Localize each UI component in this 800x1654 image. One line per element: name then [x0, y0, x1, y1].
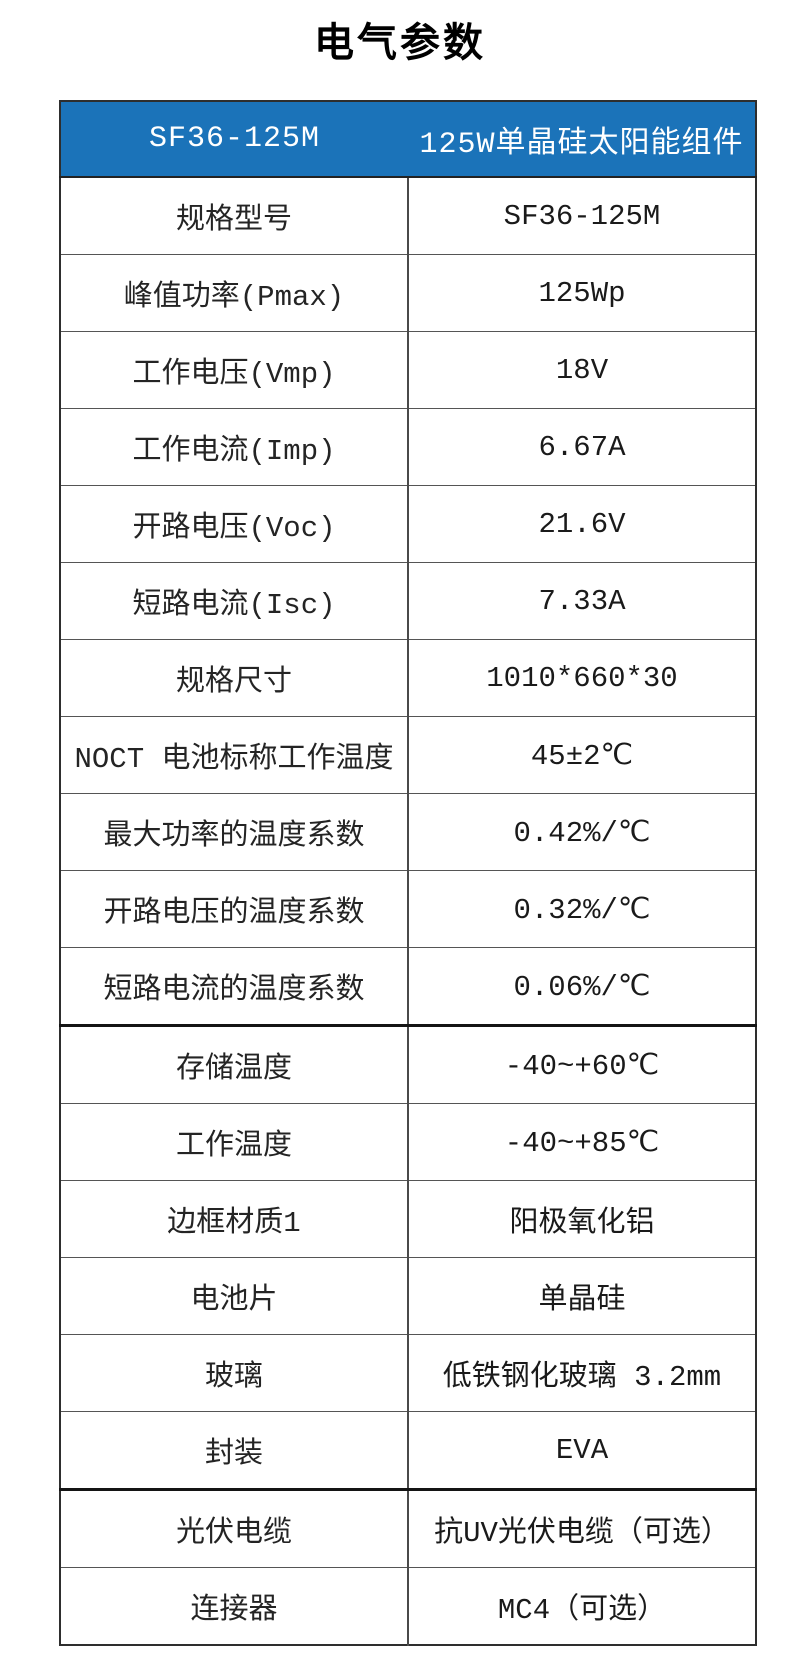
- spec-value: MC4（可选）: [408, 1567, 756, 1645]
- spec-label: 玻璃: [60, 1334, 409, 1412]
- table-header-product-cell: 125W单晶硅太阳能组件: [408, 101, 756, 178]
- spec-label: 封装: [60, 1411, 409, 1490]
- spec-row: 开路电压的温度系数 0.32%/℃: [60, 870, 756, 948]
- spec-label: 峰值功率(Pmax): [60, 254, 409, 332]
- spec-label: 边框材质1: [60, 1180, 409, 1258]
- spec-row: 封装 EVA: [60, 1411, 756, 1490]
- spec-value: SF36-125M: [408, 177, 756, 255]
- spec-value: -40~+85℃: [408, 1103, 756, 1181]
- spec-row: 连接器 MC4（可选）: [60, 1567, 756, 1645]
- spec-label: 电池片: [60, 1257, 409, 1335]
- page-title: 电气参数: [314, 21, 486, 65]
- spec-value: 125Wp: [408, 254, 756, 332]
- spec-label: 光伏电缆: [60, 1488, 409, 1568]
- spec-label: 工作电流(Imp): [60, 408, 409, 486]
- spec-label: 开路电压的温度系数: [60, 870, 409, 948]
- spec-row: 规格尺寸 1010*660*30: [60, 639, 756, 717]
- spec-row: 最大功率的温度系数 0.42%/℃: [60, 793, 756, 871]
- spec-row: 边框材质1 阳极氧化铝: [60, 1180, 756, 1258]
- spec-value: EVA: [408, 1411, 756, 1490]
- spec-label: 规格型号: [60, 177, 409, 255]
- spec-label: 短路电流(Isc): [60, 562, 409, 640]
- spec-value: 低铁钢化玻璃 3.2mm: [408, 1334, 756, 1412]
- spec-label: NOCT 电池标称工作温度: [60, 716, 409, 794]
- spec-value: -40~+60℃: [408, 1024, 756, 1104]
- spec-value: 6.67A: [408, 408, 756, 486]
- spec-value: 45±2℃: [408, 716, 756, 794]
- spec-label: 连接器: [60, 1567, 409, 1645]
- spec-row: 规格型号 SF36-125M: [60, 177, 756, 255]
- spec-value: 18V: [408, 331, 756, 409]
- table-header-model-cell: SF36-125M: [60, 101, 408, 178]
- spec-label: 短路电流的温度系数: [60, 947, 409, 1026]
- spec-row: 光伏电缆 抗UV光伏电缆（可选）: [60, 1488, 756, 1568]
- spec-row: 工作电流(Imp) 6.67A: [60, 408, 756, 486]
- spec-label: 工作电压(Vmp): [60, 331, 409, 409]
- spec-value: 0.06%/℃: [408, 947, 756, 1026]
- spec-label: 工作温度: [60, 1103, 409, 1181]
- spec-value: 0.32%/℃: [408, 870, 756, 948]
- spec-row: 存储温度 -40~+60℃: [60, 1024, 756, 1104]
- spec-row: 玻璃 低铁钢化玻璃 3.2mm: [60, 1334, 756, 1412]
- spec-label: 规格尺寸: [60, 639, 409, 717]
- spec-value: 1010*660*30: [408, 639, 756, 717]
- spec-row: 短路电流(Isc) 7.33A: [60, 562, 756, 640]
- spec-label: 存储温度: [60, 1024, 409, 1104]
- spec-label: 最大功率的温度系数: [60, 793, 409, 871]
- spec-value: 21.6V: [408, 485, 756, 563]
- spec-value: 单晶硅: [408, 1257, 756, 1335]
- table-header-row: SF36-125M 125W单晶硅太阳能组件: [60, 101, 756, 178]
- spec-value: 阳极氧化铝: [408, 1180, 756, 1258]
- spec-table: SF36-125M 125W单晶硅太阳能组件 规格型号 SF36-125M 峰值功率…: [59, 100, 757, 1646]
- spec-label: 开路电压(Voc): [60, 485, 409, 563]
- spec-row: NOCT 电池标称工作温度 45±2℃: [60, 716, 756, 794]
- spec-row: 短路电流的温度系数 0.06%/℃: [60, 947, 756, 1026]
- spec-row: 开路电压(Voc) 21.6V: [60, 485, 756, 563]
- spec-value: 抗UV光伏电缆（可选）: [408, 1488, 756, 1568]
- spec-row: 电池片 单晶硅: [60, 1257, 756, 1335]
- spec-value: 7.33A: [408, 562, 756, 640]
- spec-value: 0.42%/℃: [408, 793, 756, 871]
- spec-row: 工作温度 -40~+85℃: [60, 1103, 756, 1181]
- spec-row: 工作电压(Vmp) 18V: [60, 331, 756, 409]
- spec-row: 峰值功率(Pmax) 125Wp: [60, 254, 756, 332]
